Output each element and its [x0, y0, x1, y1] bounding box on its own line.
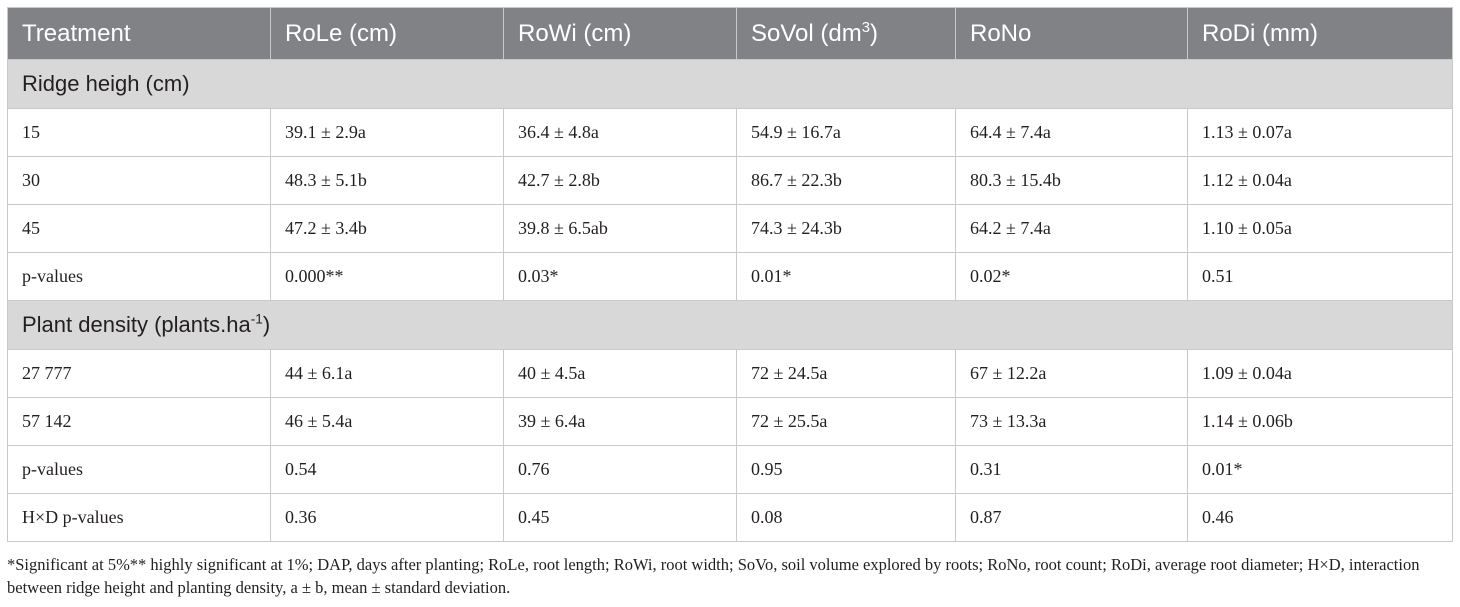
value-cell: 42.7 ± 2.8b: [503, 156, 737, 205]
treatment-cell: p-values: [7, 252, 271, 301]
header-rono: RoNo: [955, 7, 1188, 60]
header-rowi: RoWi (cm): [503, 7, 737, 60]
value-cell: 39.8 ± 6.5ab: [503, 204, 737, 253]
section-title: Plant density (plants.ha-1): [7, 300, 1453, 350]
value-cell: 0.51: [1187, 252, 1453, 301]
value-cell: 1.10 ± 0.05a: [1187, 204, 1453, 253]
value-cell: 0.02*: [955, 252, 1188, 301]
value-cell: 54.9 ± 16.7a: [736, 108, 956, 157]
value-cell: 0.01*: [736, 252, 956, 301]
value-cell: 48.3 ± 5.1b: [270, 156, 504, 205]
value-cell: 1.09 ± 0.04a: [1187, 349, 1453, 398]
value-cell: 1.12 ± 0.04a: [1187, 156, 1453, 205]
value-cell: 0.76: [503, 445, 737, 494]
table-row: p-values 0.000** 0.03* 0.01* 0.02* 0.51: [7, 252, 1453, 301]
value-cell: 0.36: [270, 493, 504, 542]
value-cell: 86.7 ± 22.3b: [736, 156, 956, 205]
value-cell: 44 ± 6.1a: [270, 349, 504, 398]
treatment-cell: p-values: [7, 445, 271, 494]
value-cell: 64.4 ± 7.4a: [955, 108, 1188, 157]
table-row: 27 777 44 ± 6.1a 40 ± 4.5a 72 ± 24.5a 67 ± 1…: [7, 349, 1453, 398]
section-title-superscript: -1: [250, 311, 263, 327]
value-cell: 0.03*: [503, 252, 737, 301]
treatment-cell: H×D p-values: [7, 493, 271, 542]
value-cell: 1.13 ± 0.07a: [1187, 108, 1453, 157]
value-cell: 80.3 ± 15.4b: [955, 156, 1188, 205]
value-cell: 0.45: [503, 493, 737, 542]
section-row: Plant density (plants.ha-1): [7, 300, 1453, 350]
value-cell: 46 ± 5.4a: [270, 397, 504, 446]
value-cell: 0.31: [955, 445, 1188, 494]
value-cell: 0.54: [270, 445, 504, 494]
table-row: 57 142 46 ± 5.4a 39 ± 6.4a 72 ± 25.5a 73 ± 1…: [7, 397, 1453, 446]
value-cell: 0.95: [736, 445, 956, 494]
value-cell: 72 ± 24.5a: [736, 349, 956, 398]
value-cell: 74.3 ± 24.3b: [736, 204, 956, 253]
value-cell: 67 ± 12.2a: [955, 349, 1188, 398]
value-cell: 39.1 ± 2.9a: [270, 108, 504, 157]
value-cell: 47.2 ± 3.4b: [270, 204, 504, 253]
value-cell: 72 ± 25.5a: [736, 397, 956, 446]
treatment-cell: 57 142: [7, 397, 271, 446]
value-cell: 40 ± 4.5a: [503, 349, 737, 398]
value-cell: 0.87: [955, 493, 1188, 542]
treatment-cell: 27 777: [7, 349, 271, 398]
table-row: H×D p-values 0.36 0.45 0.08 0.87 0.46: [7, 493, 1453, 542]
header-rodi: RoDi (mm): [1187, 7, 1453, 60]
value-cell: 73 ± 13.3a: [955, 397, 1188, 446]
header-sovol-superscript: 3: [861, 19, 870, 36]
table-row: 45 47.2 ± 3.4b 39.8 ± 6.5ab 74.3 ± 24.3b 64.…: [7, 204, 1453, 253]
value-cell: 0.08: [736, 493, 956, 542]
treatment-cell: 45: [7, 204, 271, 253]
header-treatment: Treatment: [7, 7, 271, 60]
table-row: 30 48.3 ± 5.1b 42.7 ± 2.8b 86.7 ± 22.3b 80.3…: [7, 156, 1453, 205]
header-row: Treatment RoLe (cm) RoWi (cm) SoVol (dm3…: [7, 7, 1453, 60]
value-cell: 64.2 ± 7.4a: [955, 204, 1188, 253]
value-cell: 1.14 ± 0.06b: [1187, 397, 1453, 446]
treatment-cell: 30: [7, 156, 271, 205]
header-sovol: SoVol (dm3): [736, 7, 956, 60]
table-footnote: *Significant at 5%** highly significant …: [7, 555, 1420, 597]
value-cell: 0.000**: [270, 252, 504, 301]
value-cell: 0.01*: [1187, 445, 1453, 494]
value-cell: 36.4 ± 4.8a: [503, 108, 737, 157]
results-table: Treatment RoLe (cm) RoWi (cm) SoVol (dm3…: [7, 7, 1453, 542]
header-role: RoLe (cm): [270, 7, 504, 60]
value-cell: 39 ± 6.4a: [503, 397, 737, 446]
section-row: Ridge heigh (cm): [7, 59, 1453, 109]
value-cell: 0.46: [1187, 493, 1453, 542]
treatment-cell: 15: [7, 108, 271, 157]
section-title: Ridge heigh (cm): [7, 59, 1453, 109]
table-row: 15 39.1 ± 2.9a 36.4 ± 4.8a 54.9 ± 16.7a 64.4…: [7, 108, 1453, 157]
table-row: p-values 0.54 0.76 0.95 0.31 0.01*: [7, 445, 1453, 494]
